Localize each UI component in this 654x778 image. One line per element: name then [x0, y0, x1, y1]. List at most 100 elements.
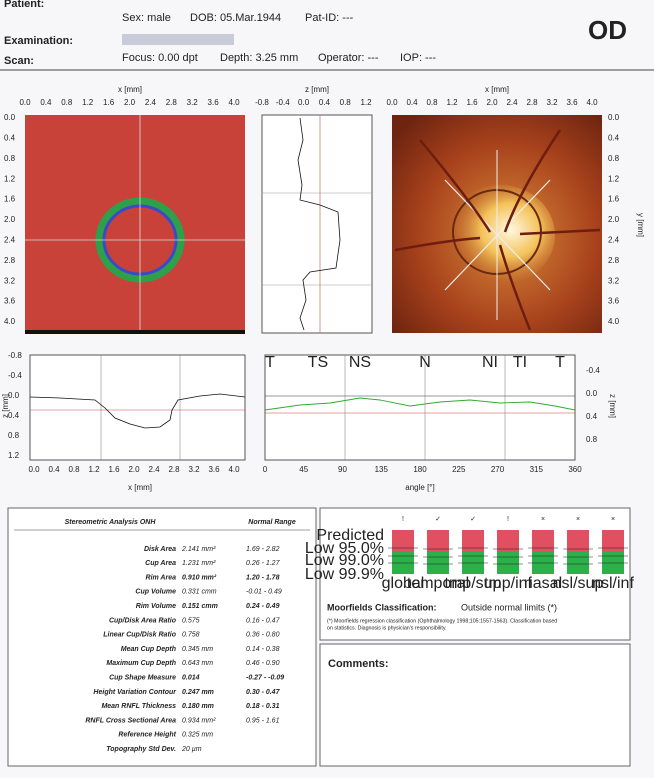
y-tick-label: 3.2 [608, 276, 620, 285]
x-axis-title: z [mm] [305, 85, 329, 94]
row-value: 0.575 [182, 617, 200, 624]
y-tick-label: 3.6 [4, 297, 16, 306]
y-tick-label: 3.6 [608, 297, 620, 306]
examination-label: Examination: [4, 35, 73, 47]
optic-disc [445, 185, 555, 285]
row-range: 0.24 - 0.49 [246, 603, 280, 610]
level-label: Low 99.9% [305, 566, 384, 583]
y-tick-label: 4.0 [608, 317, 620, 326]
row-value: 0.014 [182, 675, 200, 682]
bar-upper [462, 530, 484, 552]
depth-panel [262, 115, 372, 333]
row-name: Mean Cup Depth [121, 646, 176, 653]
bar-lower [427, 552, 449, 574]
moorfields-note: (*) Moorfields regression classification… [327, 618, 557, 624]
y-tick-label: 2.8 [608, 256, 620, 265]
row-value: 0.643 mm [182, 660, 213, 667]
y-tick-label: -0.4 [586, 366, 600, 375]
x-tick-label: 0.0 [386, 98, 398, 107]
row-value: 0.758 [182, 632, 200, 639]
x-tick-label: 0.4 [48, 465, 60, 474]
y-tick-label: 2.4 [608, 236, 620, 245]
y-tick-label: 1.2 [608, 174, 620, 183]
y-tick-label: 0.0 [586, 389, 598, 398]
row-value: 0.151 cmm [182, 603, 218, 610]
focus: Focus: 0.00 dpt [122, 52, 198, 64]
bar-upper [392, 530, 414, 552]
row-name: Cup Area [145, 560, 176, 567]
x-tick-label: 3.6 [208, 98, 220, 107]
x-axis-title: x [mm] [485, 85, 509, 94]
row-name: Topography Std Dev. [106, 746, 176, 753]
y-tick-label: 2.0 [608, 215, 620, 224]
x-tick-label: 2.4 [506, 98, 518, 107]
x-tick-label: 2.4 [148, 465, 160, 474]
image-edge [25, 330, 245, 334]
x-tick-label: 0.0 [28, 465, 40, 474]
x-tick-label: 4.0 [228, 98, 240, 107]
y-tick-label: 1.6 [4, 195, 16, 204]
row-name: Cup Shape Measure [109, 675, 176, 682]
x-tick-label: 0.8 [68, 465, 80, 474]
x-tick-label: 2.8 [168, 465, 180, 474]
x-tick-label: 0.4 [319, 98, 331, 107]
sector-label: NI [482, 354, 498, 371]
x-tick-label: 2.0 [124, 98, 136, 107]
eye: OD [588, 15, 627, 45]
y-tick-label: -0.4 [8, 371, 22, 380]
row-range: -0.27 - -0.09 [246, 675, 284, 682]
x-axis-title: x [mm] [118, 85, 142, 94]
row-value: 0.247 mm [182, 689, 214, 696]
y-axis-title: z [mm] [1, 394, 10, 418]
iop: IOP: --- [400, 52, 436, 64]
row-value: 1.231 mm² [182, 560, 216, 567]
sector-label: TI [513, 354, 527, 371]
y-tick-label: 0.4 [586, 412, 598, 421]
scan-label: Scan: [4, 55, 34, 67]
y-tick-label: 1.2 [4, 174, 16, 183]
x-tick-label: -0.8 [255, 98, 269, 107]
row-name: Cup/Disk Area Ratio [109, 617, 177, 624]
x-tick-label: 1.2 [88, 465, 100, 474]
y-tick-label: 2.8 [4, 256, 16, 265]
table-title: Stereometric Analysis ONH [65, 519, 157, 526]
operator: Operator: --- [318, 52, 379, 64]
sex: Sex: male [122, 12, 171, 24]
row-range: 0.14 - 0.38 [246, 646, 280, 653]
y-tick-label: 0.4 [4, 134, 16, 143]
row-value: 0.180 mm [182, 703, 214, 710]
x-tick-label: 1.2 [82, 98, 94, 107]
x-tick-label: 2.8 [166, 98, 178, 107]
x-tick-label: 90 [338, 465, 347, 474]
x-tick-label: 0.0 [298, 98, 310, 107]
sector-label: N [419, 354, 431, 371]
bar-lower [567, 552, 589, 574]
moorfields-note: on statistics. Diagnosis is physician's … [327, 625, 447, 631]
row-value: 0.910 mm² [182, 574, 217, 581]
y-axis-title: y [mm] [636, 213, 645, 237]
moorfields-result: Outside normal limits (*) [461, 602, 557, 612]
x-tick-label: 2.0 [128, 465, 140, 474]
row-range: 0.18 - 0.31 [246, 703, 280, 710]
sector-label: NS [349, 354, 371, 371]
row-range: 0.46 - 0.90 [246, 660, 280, 667]
row-name: RNFL Cross Sectional Area [85, 717, 176, 724]
x-tick-label: 0 [263, 465, 268, 474]
x-tick-label: 3.6 [566, 98, 578, 107]
row-range: 0.26 - 1.27 [246, 560, 281, 567]
row-value: 0.331 cmm [182, 589, 217, 596]
x-tick-label: 0.4 [40, 98, 52, 107]
y-tick-label: 1.6 [608, 195, 620, 204]
x-tick-label: 3.2 [188, 465, 200, 474]
comments-label: Comments: [328, 658, 389, 670]
x-tick-label: 1.2 [360, 98, 372, 107]
x-tick-label: 2.0 [486, 98, 498, 107]
row-value: 0.934 mm² [182, 717, 216, 724]
x-tick-label: 0.0 [19, 98, 31, 107]
x-tick-label: 360 [568, 465, 582, 474]
row-name: Reference Height [118, 732, 176, 739]
row-range: 1.20 - 1.78 [246, 574, 280, 581]
x-tick-label: 0.8 [61, 98, 73, 107]
sector-label: TS [308, 354, 328, 371]
row-value: 2.141 mm² [181, 546, 216, 553]
